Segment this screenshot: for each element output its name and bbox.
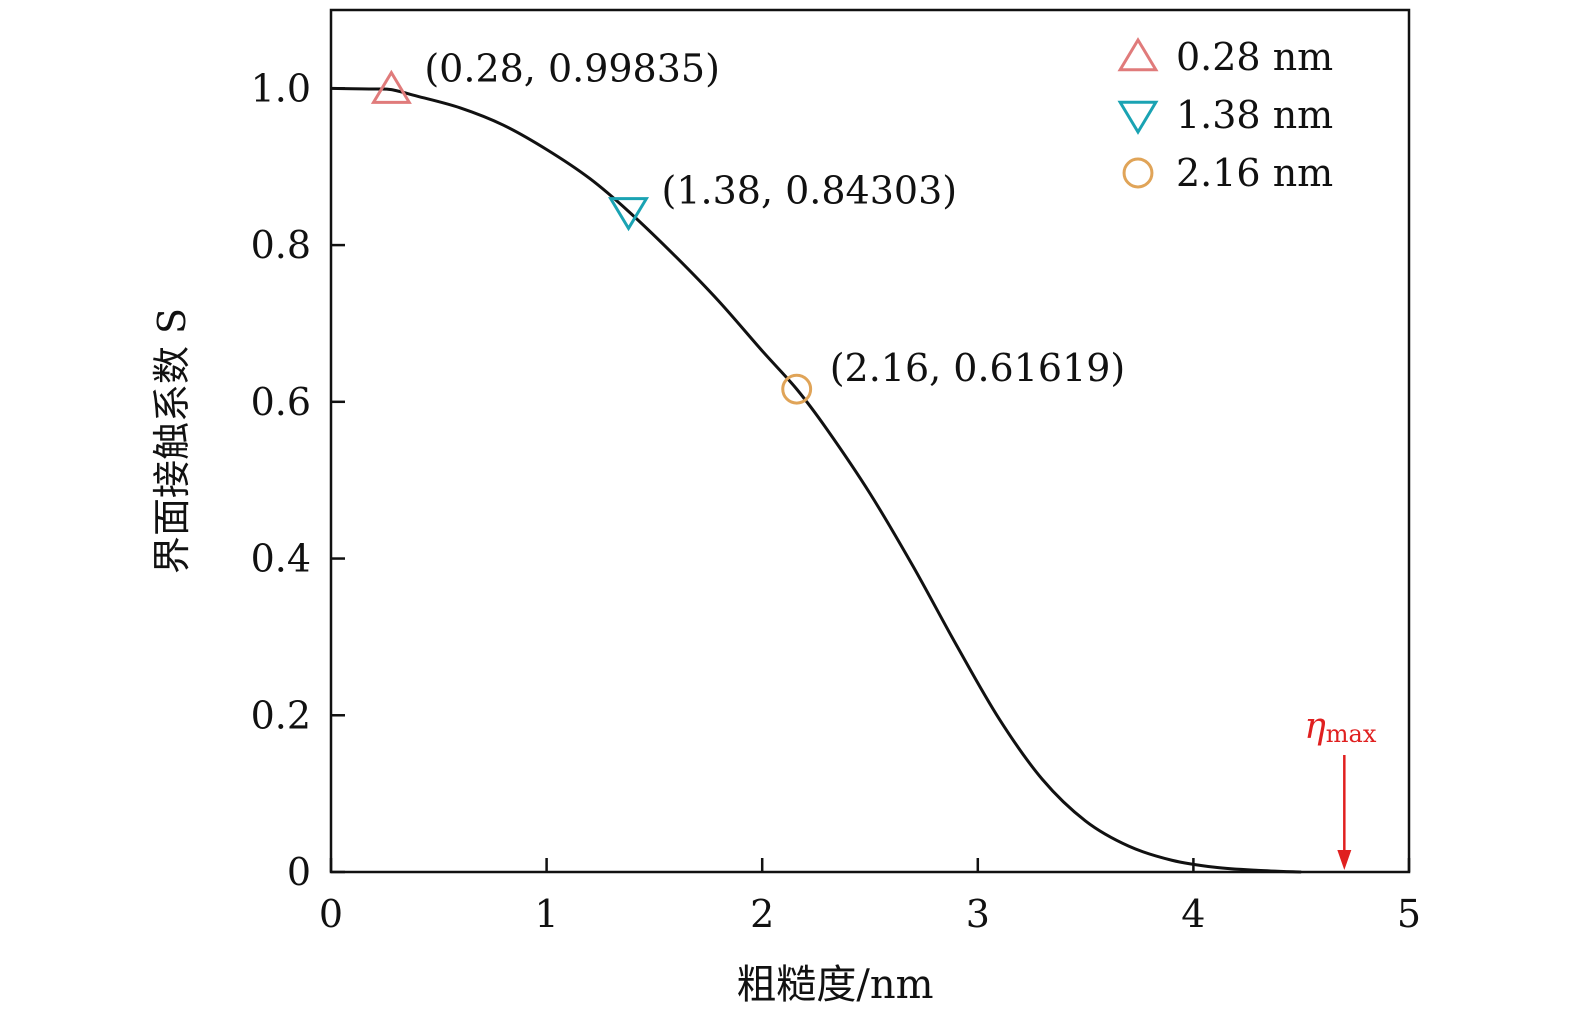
y-axis-title: 界面接触系数 S: [150, 308, 194, 574]
data-point-label: (0.28, 0.99835): [424, 47, 720, 91]
series-curve: [330, 86, 1302, 874]
x-tick-label: 1: [535, 892, 559, 936]
y-tick-label: 0.8: [251, 223, 311, 267]
y-tick-label: 0.4: [251, 537, 311, 581]
data-point-marker: [608, 197, 650, 232]
x-axis-ticks: 0 1 2 3 4 5: [319, 858, 1421, 936]
x-tick-label: 3: [966, 892, 990, 936]
data-point-label: (1.38, 0.84303): [662, 168, 958, 212]
eta-max-label: ηmax: [1304, 706, 1377, 748]
legend-label: 2.16 nm: [1176, 151, 1333, 195]
x-tick-label: 5: [1397, 892, 1421, 936]
legend-label: 0.28 nm: [1176, 35, 1333, 79]
legend-marker: [1122, 157, 1154, 189]
eta-max-annotation: ηmax: [1304, 706, 1377, 870]
legend-label: 1.38 nm: [1176, 93, 1333, 137]
x-axis-title: 粗糙度/nm: [736, 962, 933, 1008]
legend-marker: [1117, 100, 1159, 135]
y-tick-label: 1.0: [251, 66, 311, 110]
data-point-marker: [781, 373, 813, 405]
y-axis-ticks: 0 0.2 0.4 0.6 0.8 1.0: [251, 66, 345, 894]
legend-marker: [1117, 37, 1159, 72]
eta-max-arrow-head: [1337, 850, 1352, 870]
y-tick-label: 0: [287, 850, 311, 894]
x-tick-label: 2: [750, 892, 774, 936]
x-tick-label: 0: [319, 892, 343, 936]
plot-frame: [329, 8, 1411, 874]
y-tick-label: 0.2: [251, 693, 311, 737]
y-tick-label: 0.6: [251, 380, 311, 424]
data-point-marker: [370, 69, 412, 104]
x-tick-label: 4: [1181, 892, 1205, 936]
data-point-label: (2.16, 0.61619): [830, 346, 1126, 390]
legend: 0.28 nm 1.38 nm 2.16 nm: [1117, 35, 1333, 195]
data-markers: (0.28, 0.99835) (1.38, 0.84303) (2.16, 0.6…: [370, 47, 1126, 405]
